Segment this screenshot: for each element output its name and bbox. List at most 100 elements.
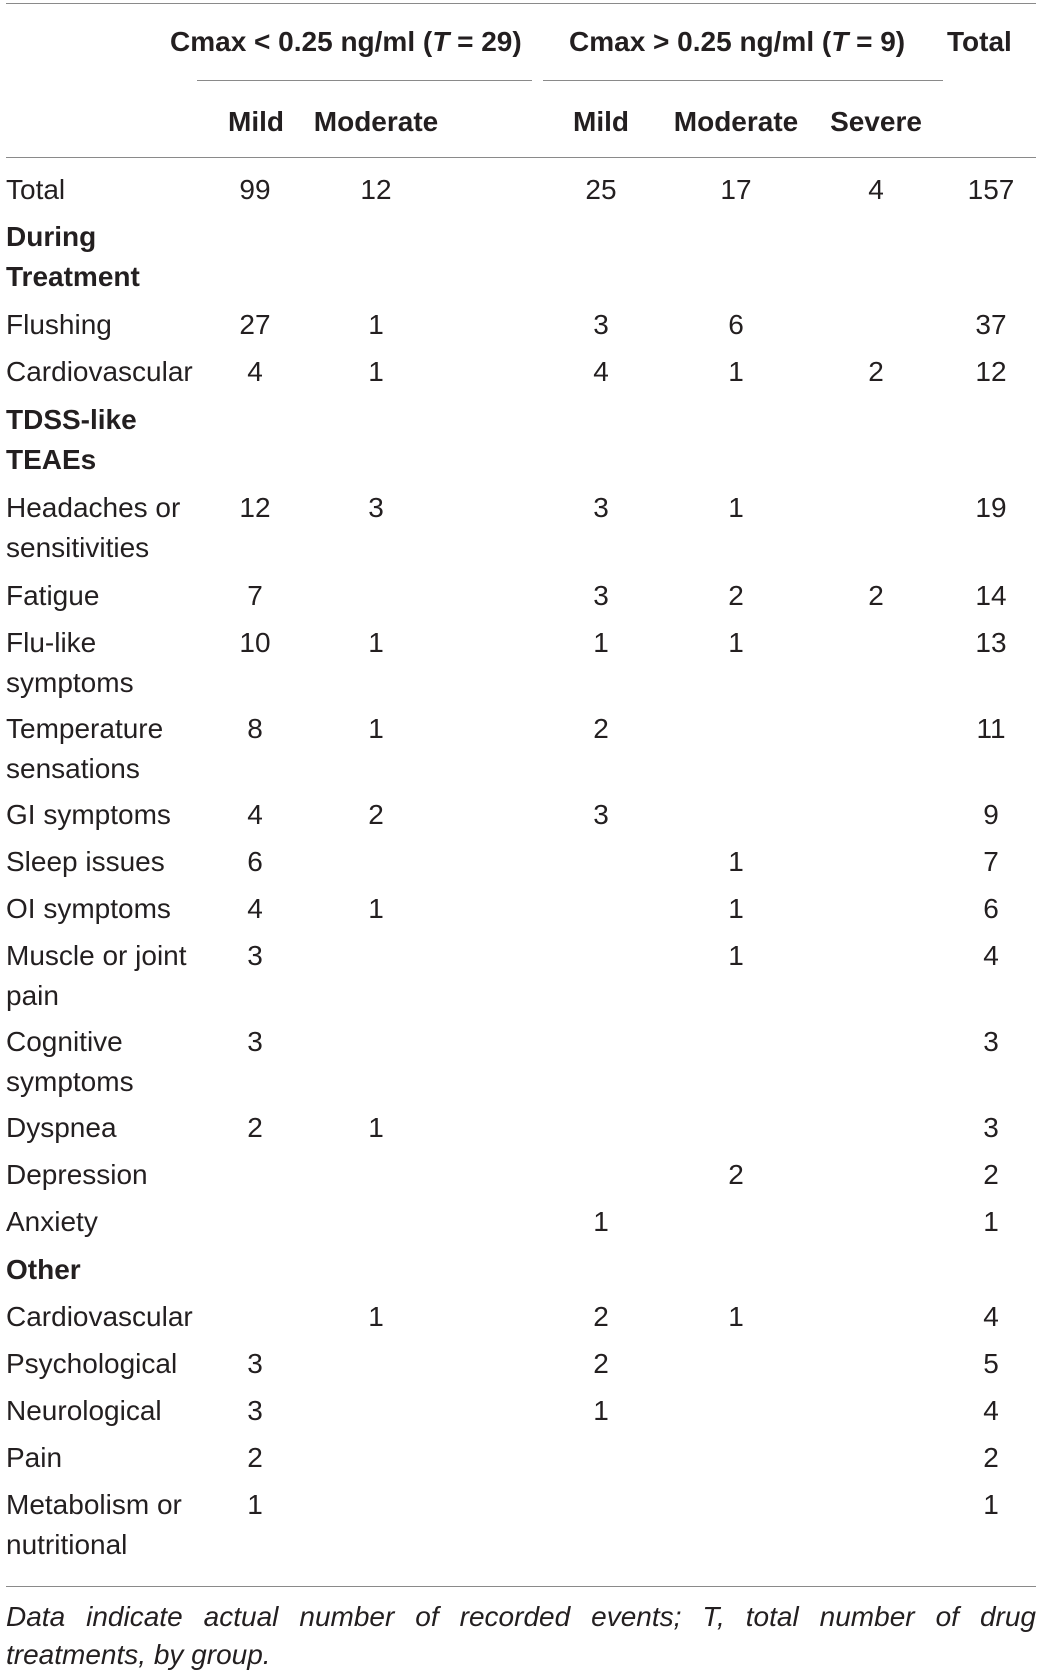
table-cell: 1 <box>368 1301 384 1332</box>
table-cell: 1 <box>728 356 744 387</box>
table-cell: 4 <box>593 356 609 387</box>
table-cell: 1 <box>593 627 609 658</box>
table-cell: 1 <box>593 1206 609 1237</box>
table-cell: 3 <box>593 492 609 523</box>
row-label: Metabolism or nutritional <box>6 1489 182 1560</box>
table-cell: 4 <box>983 1301 999 1332</box>
table-cell: 1 <box>593 1395 609 1426</box>
table-cell: 157 <box>967 174 1015 205</box>
table-cell: 1 <box>368 309 384 340</box>
table-cell: 4 <box>983 940 999 971</box>
table-cell: 4 <box>868 174 884 205</box>
table-cell: 12 <box>239 492 271 523</box>
row-label: Cognitive symptoms <box>6 1026 134 1097</box>
table-cell: 3 <box>593 799 609 830</box>
table-cell: 25 <box>585 174 617 205</box>
table-bottom-rule <box>6 1586 1036 1587</box>
table-cell: 4 <box>983 1395 999 1426</box>
table-cell: 3 <box>593 309 609 340</box>
table-cell: 2 <box>728 580 744 611</box>
row-label: Sleep issues <box>6 846 165 877</box>
section-heading: Other <box>6 1254 81 1285</box>
section-heading: During Treatment <box>6 221 140 292</box>
table-cell: 13 <box>975 627 1007 658</box>
table-cell: 1 <box>728 1301 744 1332</box>
table-cell: 9 <box>983 799 999 830</box>
table-cell: 4 <box>247 356 263 387</box>
table-cell: 3 <box>593 580 609 611</box>
header-bottom-rule <box>6 157 1036 158</box>
table-cell: 1 <box>728 846 744 877</box>
table-cell: 5 <box>983 1348 999 1379</box>
table-top-rule <box>6 3 1036 4</box>
row-label: Flu-like symptoms <box>6 627 134 698</box>
table-cell: 1 <box>728 627 744 658</box>
table-cell: 8 <box>247 713 263 744</box>
table-cell: 2 <box>868 580 884 611</box>
row-label: Cardiovascular <box>6 1301 193 1332</box>
table-cell: 3 <box>368 492 384 523</box>
table-cell: 6 <box>247 846 263 877</box>
table-cell: 11 <box>976 713 1006 744</box>
subheader-g2-mild: Mild <box>573 106 629 137</box>
table-cell: 1 <box>728 893 744 924</box>
table-cell: 1 <box>368 627 384 658</box>
table-caption: Data indicate actual number of recorded … <box>6 1598 1036 1674</box>
row-label: Cardiovascular <box>6 356 193 387</box>
row-label: Flushing <box>6 309 112 340</box>
table-cell: 3 <box>247 1026 263 1057</box>
row-label: GI symptoms <box>6 799 171 830</box>
table-cell: 2 <box>983 1442 999 1473</box>
table-cell: 3 <box>983 1112 999 1143</box>
table-cell: 3 <box>247 940 263 971</box>
table-cell: 2 <box>868 356 884 387</box>
group1-span-rule <box>197 80 532 81</box>
table-cell: 7 <box>247 580 263 611</box>
table-cell: 3 <box>247 1395 263 1426</box>
subheader-g1-moderate: Moderate <box>313 106 439 137</box>
table-cell: 27 <box>239 309 271 340</box>
subheader-g1-mild: Mild <box>228 106 284 137</box>
table-cell: 14 <box>975 580 1007 611</box>
section-heading: TDSS-like TEAEs <box>6 404 137 475</box>
table-cell: 2 <box>247 1112 263 1143</box>
table-cell: 7 <box>983 846 999 877</box>
table-cell: 1 <box>983 1489 999 1520</box>
row-label: Psychological <box>6 1348 178 1379</box>
row-label: OI symptoms <box>6 893 171 924</box>
table-cell: 1 <box>368 356 384 387</box>
table-cell: 2 <box>368 799 384 830</box>
table-cell: 2 <box>593 1348 609 1379</box>
table-cell: 4 <box>247 893 263 924</box>
row-label: Muscle or joint pain <box>6 940 187 1011</box>
group2-span-rule <box>543 80 943 81</box>
table-cell: 2 <box>728 1159 744 1190</box>
total-header: Total <box>947 26 1012 57</box>
table-cell: 6 <box>728 309 744 340</box>
table-cell: 17 <box>720 174 752 205</box>
row-label: Headaches or sensitivities <box>6 492 181 563</box>
group2-header: Cmax > 0.25 ng/ml (T = 9) <box>569 26 906 57</box>
row-label: Depression <box>6 1159 148 1190</box>
table-cell: 3 <box>983 1026 999 1057</box>
table-cell: 1 <box>983 1206 999 1237</box>
table-cell: 6 <box>983 893 999 924</box>
group1-header: Cmax < 0.25 ng/ml (T = 29) <box>170 26 522 57</box>
table-cell: 4 <box>247 799 263 830</box>
table-cell: 19 <box>975 492 1007 523</box>
table-cell: 1 <box>368 893 384 924</box>
table-cell: 37 <box>975 309 1007 340</box>
row-label: Dyspnea <box>6 1112 117 1143</box>
table-cell: 3 <box>247 1348 263 1379</box>
row-label: Temperature sensations <box>6 713 164 784</box>
table-cell: 99 <box>239 174 271 205</box>
table-cell: 10 <box>239 627 271 658</box>
subheader-g2-severe: Severe <box>830 106 922 137</box>
row-label: Fatigue <box>6 580 100 611</box>
table-cell: 1 <box>368 1112 384 1143</box>
table-cell: 1 <box>368 713 384 744</box>
table-cell: 1 <box>247 1489 263 1520</box>
row-label: Anxiety <box>6 1206 98 1237</box>
table-cell: 12 <box>975 356 1007 387</box>
subheader-g2-moderate: Moderate <box>673 106 799 137</box>
